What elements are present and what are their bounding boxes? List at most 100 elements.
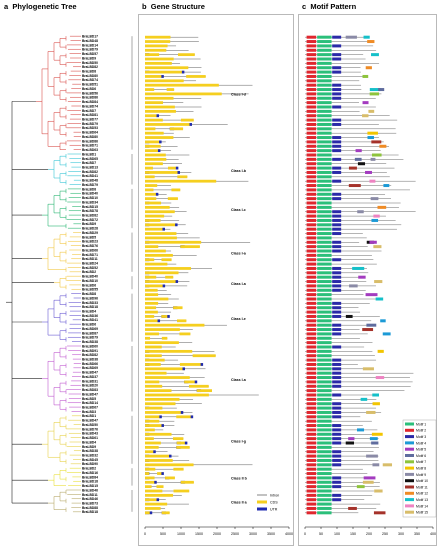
motif-1-block — [317, 506, 332, 510]
motif-1-block — [317, 66, 332, 70]
utr-block — [194, 380, 198, 384]
motif-11-block — [348, 166, 357, 170]
motif-legend-label: Motif 3 — [416, 435, 426, 439]
gene-label: BraLBD43 — [82, 432, 98, 436]
motif-legend-swatch — [405, 498, 414, 502]
motif-legend-swatch — [405, 428, 414, 432]
motif-4-block — [371, 218, 379, 222]
phylogenetic-tree: BraLBD17BraLBD48BraLBD14BraLBD79BraLBD57… — [6, 35, 133, 514]
motif-3-block — [332, 458, 342, 462]
gene-label: BraLBD10 — [82, 279, 98, 283]
motif-3-block — [332, 271, 342, 275]
motif-1-block — [317, 402, 332, 406]
motif-2-block — [306, 485, 317, 489]
motif-5-block — [369, 240, 377, 244]
gene-label: BraLBD90 — [82, 462, 98, 466]
cds-block — [145, 389, 172, 393]
cds-block — [145, 118, 163, 122]
motif-5-block — [363, 476, 376, 480]
motif-1-block — [317, 306, 332, 310]
motif-1-block — [317, 144, 332, 148]
motif-12-block — [379, 144, 387, 148]
cds-block — [145, 92, 222, 96]
gene-axis-tick-label: 3500 — [267, 532, 275, 536]
motif-2-block — [306, 175, 317, 179]
class-label: Class I-c — [231, 208, 246, 212]
motif-legend-label: Motif 5 — [416, 448, 426, 452]
motif-7-block — [356, 485, 365, 489]
motif-2-block — [306, 48, 317, 52]
motif-legend-label: Motif 13 — [416, 498, 428, 502]
cds-block — [145, 493, 174, 497]
gene-label: BraLBD66 — [82, 248, 98, 252]
cds-block — [145, 480, 157, 484]
motif-3-block — [332, 454, 342, 458]
motif-1-block — [317, 232, 332, 236]
motif-2-block — [306, 205, 317, 209]
cds-block — [145, 354, 162, 358]
gene-label: BraLBD76 — [82, 427, 98, 431]
motif-1-block — [317, 214, 332, 218]
motif-2-block — [306, 319, 317, 323]
cds-block — [145, 393, 209, 397]
motif-1-block — [317, 354, 332, 358]
cds-block — [145, 258, 155, 262]
motif-1-block — [317, 48, 332, 52]
gene-axis-tick-label: 1000 — [177, 532, 185, 536]
motif-3-block — [332, 301, 342, 305]
legend-utr-swatch — [257, 507, 267, 511]
motif-2-block — [306, 88, 317, 92]
gene-label: BraLBD79 — [82, 48, 98, 52]
gene-label: BraLBD71 — [82, 253, 98, 257]
class-label: Class I-e — [231, 317, 246, 321]
motif-1-block — [317, 328, 332, 332]
motif-1-block — [317, 432, 332, 436]
motif-legend-label: Motif 6 — [416, 454, 426, 458]
motif-1-block — [317, 253, 332, 257]
motif-2-block — [306, 70, 317, 74]
gene-label: BraLBD40 — [82, 275, 98, 279]
cds-block — [145, 441, 161, 445]
motif-1-block — [317, 445, 332, 449]
motif-2-block — [306, 122, 317, 126]
motif-2-block — [306, 293, 317, 297]
motif-2-block — [306, 393, 317, 397]
gene-label: BraLBD6 — [82, 323, 96, 327]
motif-2-block — [306, 280, 317, 284]
cds-block — [145, 463, 194, 467]
motif-1-block — [317, 118, 332, 122]
cds-block — [172, 437, 184, 441]
cds-block — [165, 275, 174, 279]
motif-3-block — [332, 266, 342, 270]
motif-legend-label: Motif 7 — [416, 460, 426, 464]
motif-1-block — [317, 153, 332, 157]
cds-block — [145, 245, 159, 249]
motif-1-block — [317, 184, 332, 188]
motif-2-block — [306, 323, 317, 327]
gene-label: BraLBD87 — [82, 331, 98, 335]
motif-2-block — [306, 40, 317, 44]
motif-1-block — [317, 127, 332, 131]
motif-legend-label: Motif 9 — [416, 473, 426, 477]
motif-15-block — [373, 245, 382, 249]
motif-3-block — [332, 218, 342, 222]
cds-block — [145, 171, 180, 174]
motif-2-block — [306, 136, 317, 140]
motif-2-block — [306, 406, 317, 410]
motif-10-block — [345, 314, 353, 318]
cds-block — [161, 511, 170, 515]
class-label: Class II b — [231, 476, 248, 480]
motif-3-block — [332, 310, 342, 314]
utr-block — [156, 114, 160, 118]
motif-1-block — [317, 40, 332, 44]
motif-2-block — [306, 66, 317, 70]
motif-axis-tick-label: 150 — [350, 532, 356, 536]
motif-3-block — [332, 140, 342, 144]
motif-3-block — [332, 332, 342, 336]
gene-label: BraLBD15 — [82, 484, 98, 488]
motif-1-block — [317, 310, 332, 314]
utr-block — [157, 149, 161, 153]
motif-3-block — [332, 371, 342, 375]
motif-1-block — [317, 410, 332, 414]
cds-block — [145, 415, 162, 419]
